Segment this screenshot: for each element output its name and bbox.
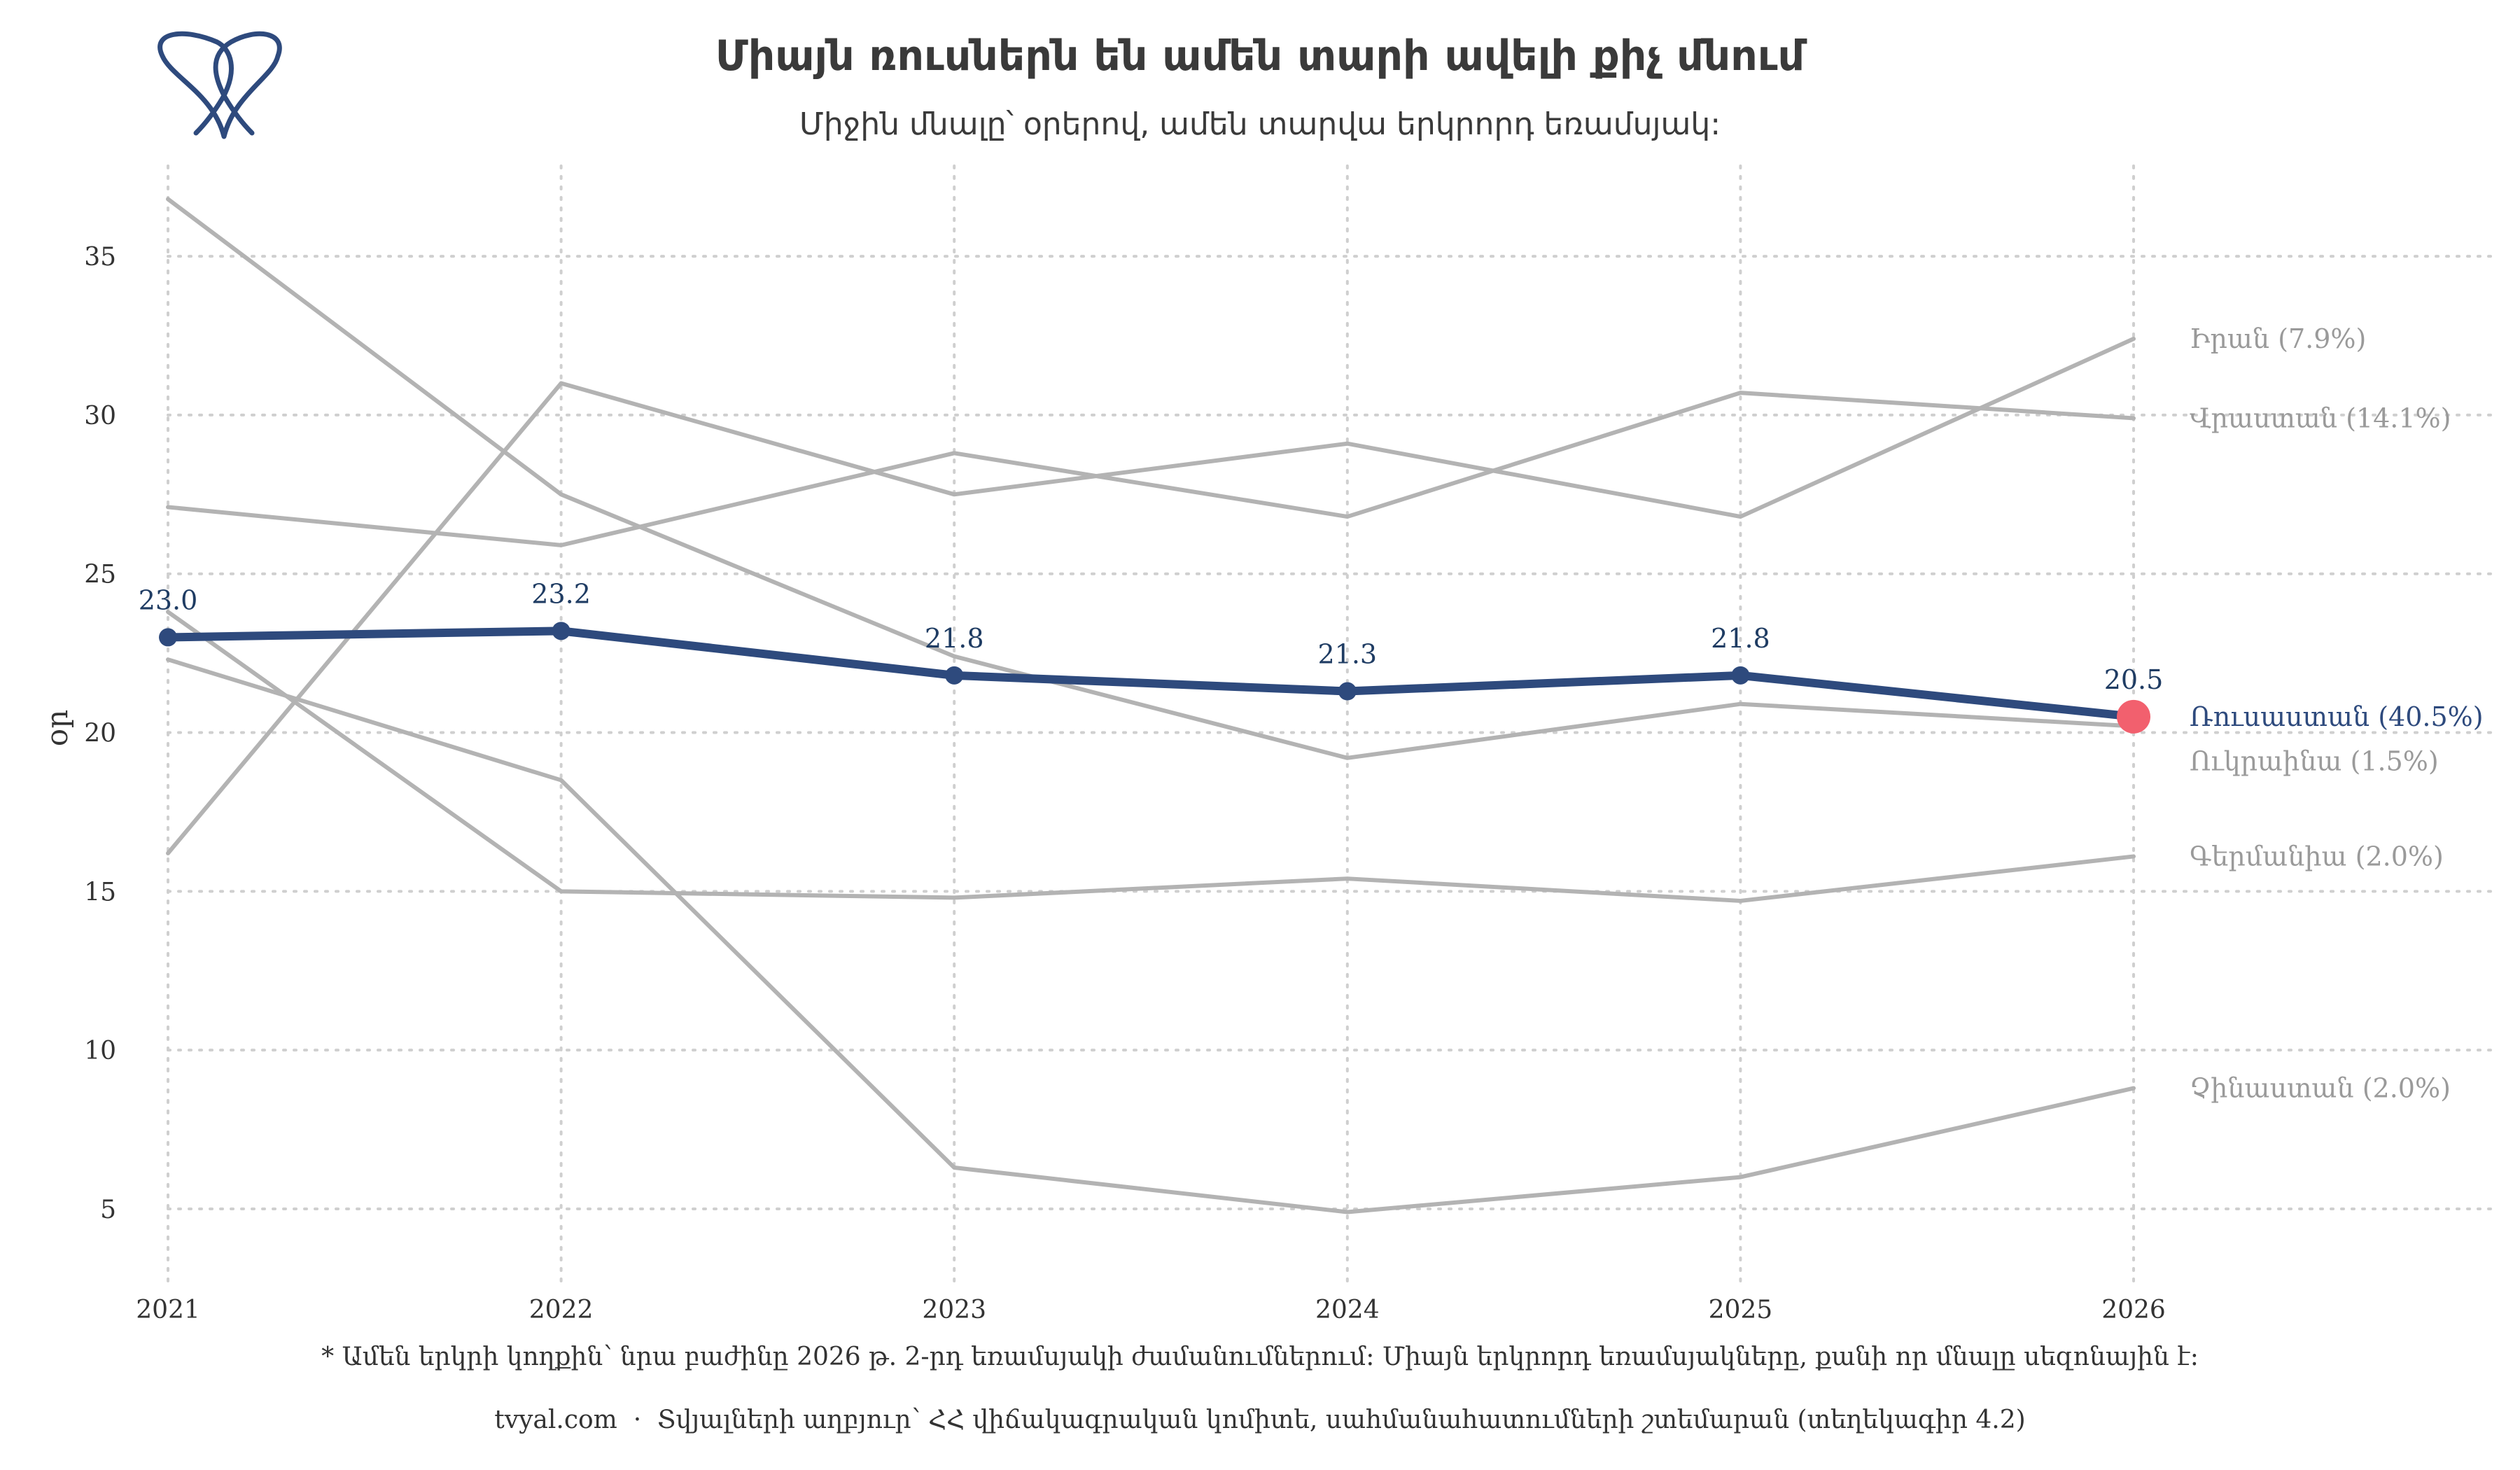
data-label: 21.8 — [1711, 623, 1770, 654]
series-line — [166, 657, 2136, 1214]
data-point — [159, 628, 177, 647]
y-tick-label: 5 — [100, 1196, 116, 1224]
data-label: 23.2 — [531, 578, 591, 609]
highlight-series-label: Ռուսաստան (40.5%) — [2190, 701, 2484, 732]
data-label: 21.3 — [1317, 639, 1377, 670]
y-tick-label: 10 — [84, 1037, 116, 1065]
data-point — [552, 622, 570, 640]
series-label: Իրան (7.9%) — [2190, 323, 2366, 354]
series-line — [166, 197, 2136, 760]
logo — [158, 31, 282, 139]
series-label: Չինաստան (2.0%) — [2190, 1073, 2451, 1104]
grid — [167, 158, 2493, 1282]
y-tick-label: 25 — [84, 561, 116, 589]
data-label: 20.5 — [2104, 664, 2164, 695]
chart-title: Միայն ռուսներն են ամեն տարի ավելի քիչ մն… — [715, 31, 1807, 80]
series-line — [166, 337, 2136, 855]
tooth-logo-icon — [158, 31, 282, 139]
footnote: * Ամեն երկրի կողքին՝ նրա բաժինը 2026 թ. … — [321, 1343, 2199, 1371]
data-point — [1338, 682, 1357, 701]
y-axis-label: օր — [40, 710, 74, 747]
series-label: Գերմանիա (2.0%) — [2190, 841, 2444, 872]
x-tick-label: 2022 — [529, 1296, 594, 1324]
series-label: Ուկրաինա (1.5%) — [2190, 746, 2439, 776]
x-tick-label: 2026 — [2101, 1296, 2166, 1324]
x-tick-label: 2021 — [136, 1296, 200, 1324]
data-marks: Իրան (7.9%) Վրաստան (14.1%) Ուկրաինա (1.5%… — [139, 323, 2484, 1104]
series-lines — [164, 197, 2138, 1214]
y-tick-label: 35 — [84, 243, 116, 272]
y-tick-label: 30 — [84, 402, 116, 430]
data-label: 21.8 — [925, 623, 984, 654]
x-tick-label: 2024 — [1315, 1296, 1380, 1324]
series-line — [166, 391, 2136, 547]
data-point — [1731, 666, 1750, 685]
data-point — [945, 666, 964, 685]
series-label: Վրաստան (14.1%) — [2190, 402, 2451, 433]
highlight-series-line — [164, 626, 2138, 721]
chart-subtitle: Միջին մնալը՝ օրերով, ամեն տարվա երկրորդ … — [799, 106, 1721, 142]
y-tick-label: 20 — [84, 720, 116, 748]
endpoint-marker — [2117, 699, 2150, 734]
x-tick-label: 2025 — [1709, 1296, 1773, 1324]
y-tick-label: 15 — [84, 878, 116, 906]
x-tick-label: 2023 — [922, 1296, 986, 1324]
source-line: tvyal.com · Տվյալների աղբյուր՝ ՀՀ վիճակա… — [494, 1406, 2025, 1434]
series-line — [166, 610, 2136, 903]
data-label: 23.0 — [139, 584, 198, 615]
